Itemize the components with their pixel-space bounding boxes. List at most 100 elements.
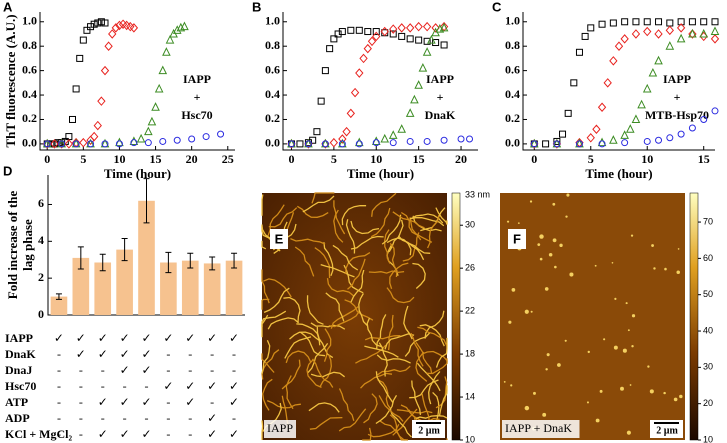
marker — [151, 102, 160, 111]
fibril — [350, 269, 365, 303]
marker — [367, 36, 377, 47]
marker — [677, 18, 685, 26]
marker — [397, 23, 406, 33]
cell: ✓ — [207, 427, 217, 441]
cell: ✓ — [141, 331, 151, 345]
bar — [203, 263, 221, 315]
marker — [126, 21, 135, 32]
marker — [609, 19, 617, 27]
particle — [677, 248, 680, 250]
particle — [620, 386, 624, 391]
marker — [405, 108, 415, 117]
marker — [76, 54, 84, 62]
fibril — [261, 353, 275, 373]
panel-label: C — [492, 0, 502, 14]
particle — [566, 193, 570, 197]
error-bar — [231, 252, 238, 269]
marker — [597, 137, 607, 147]
y-tick-label: 0.6 — [22, 62, 37, 76]
marker — [575, 48, 583, 56]
particle — [559, 243, 563, 248]
y-tick-label: 6 — [38, 196, 44, 210]
particle — [510, 384, 513, 387]
fibril — [360, 372, 393, 389]
fibril — [400, 211, 422, 241]
y-tick-label: 0 — [38, 307, 44, 321]
fibril — [368, 270, 405, 274]
y-tick-label: 1.0 — [22, 14, 37, 28]
marker — [108, 29, 117, 39]
cell: ✓ — [141, 427, 151, 441]
fibril — [403, 305, 413, 340]
marker — [94, 19, 102, 27]
marker — [710, 26, 720, 36]
fibril — [316, 326, 334, 359]
cell: - — [79, 363, 83, 377]
x-tick-label: 15 — [698, 152, 710, 166]
x-tick-label: 10 — [370, 152, 382, 166]
y-tick-label: 1.0 — [265, 14, 280, 28]
bar — [160, 262, 177, 315]
cell: ✓ — [185, 395, 195, 409]
y-tick-label: 0.4 — [22, 87, 37, 101]
particle — [651, 244, 654, 247]
marker — [418, 63, 428, 72]
marker — [410, 94, 419, 104]
marker — [530, 140, 538, 148]
marker — [632, 18, 640, 26]
particle — [548, 252, 553, 257]
fibril — [355, 344, 387, 364]
colorbar-tick-label: 14 — [465, 391, 475, 401]
fibril — [389, 414, 409, 441]
y-tick-label: 0.0 — [265, 136, 280, 150]
cell: - — [57, 411, 61, 425]
particle — [627, 329, 630, 332]
marker — [422, 47, 432, 56]
marker — [136, 133, 146, 143]
marker — [592, 124, 601, 134]
fibril — [261, 420, 264, 440]
marker — [614, 41, 624, 51]
caption: IAPP — [267, 421, 293, 435]
fibril — [411, 380, 422, 415]
colorbar — [689, 192, 699, 441]
marker — [440, 41, 448, 49]
cell: ✓ — [207, 411, 217, 425]
cell: - — [210, 395, 214, 409]
marker — [643, 26, 652, 37]
marker — [553, 137, 561, 145]
marker — [129, 23, 139, 33]
marker — [118, 19, 128, 29]
cell: ✓ — [229, 427, 239, 441]
colorbar-tick-label: 30 — [703, 362, 713, 372]
marker — [699, 31, 708, 42]
particle — [557, 363, 561, 367]
cell: - — [166, 427, 170, 441]
marker — [350, 87, 360, 98]
caption: IAPP + DnaK — [505, 421, 572, 435]
marker — [115, 137, 124, 147]
fibril — [267, 317, 300, 330]
particle — [503, 380, 506, 383]
annotation: DnaK — [425, 108, 456, 122]
particle — [530, 310, 533, 313]
marker — [688, 28, 697, 38]
y-axis-label: lag phase — [20, 219, 35, 271]
colorbar-tick-label: 10 — [465, 434, 475, 443]
particle — [630, 234, 634, 237]
fibril — [389, 408, 412, 438]
fibril — [386, 287, 415, 304]
marker — [406, 23, 415, 33]
fibril — [427, 215, 440, 249]
cell: ✓ — [98, 347, 108, 361]
cell: ✓ — [141, 363, 151, 377]
cell: - — [57, 395, 61, 409]
afm-image — [261, 192, 448, 441]
y-tick-label: 0.8 — [22, 38, 37, 52]
marker — [326, 45, 334, 53]
marker — [643, 137, 651, 145]
marker — [313, 128, 321, 136]
cell: ✓ — [141, 395, 151, 409]
marker — [217, 130, 225, 138]
marker — [553, 140, 561, 148]
